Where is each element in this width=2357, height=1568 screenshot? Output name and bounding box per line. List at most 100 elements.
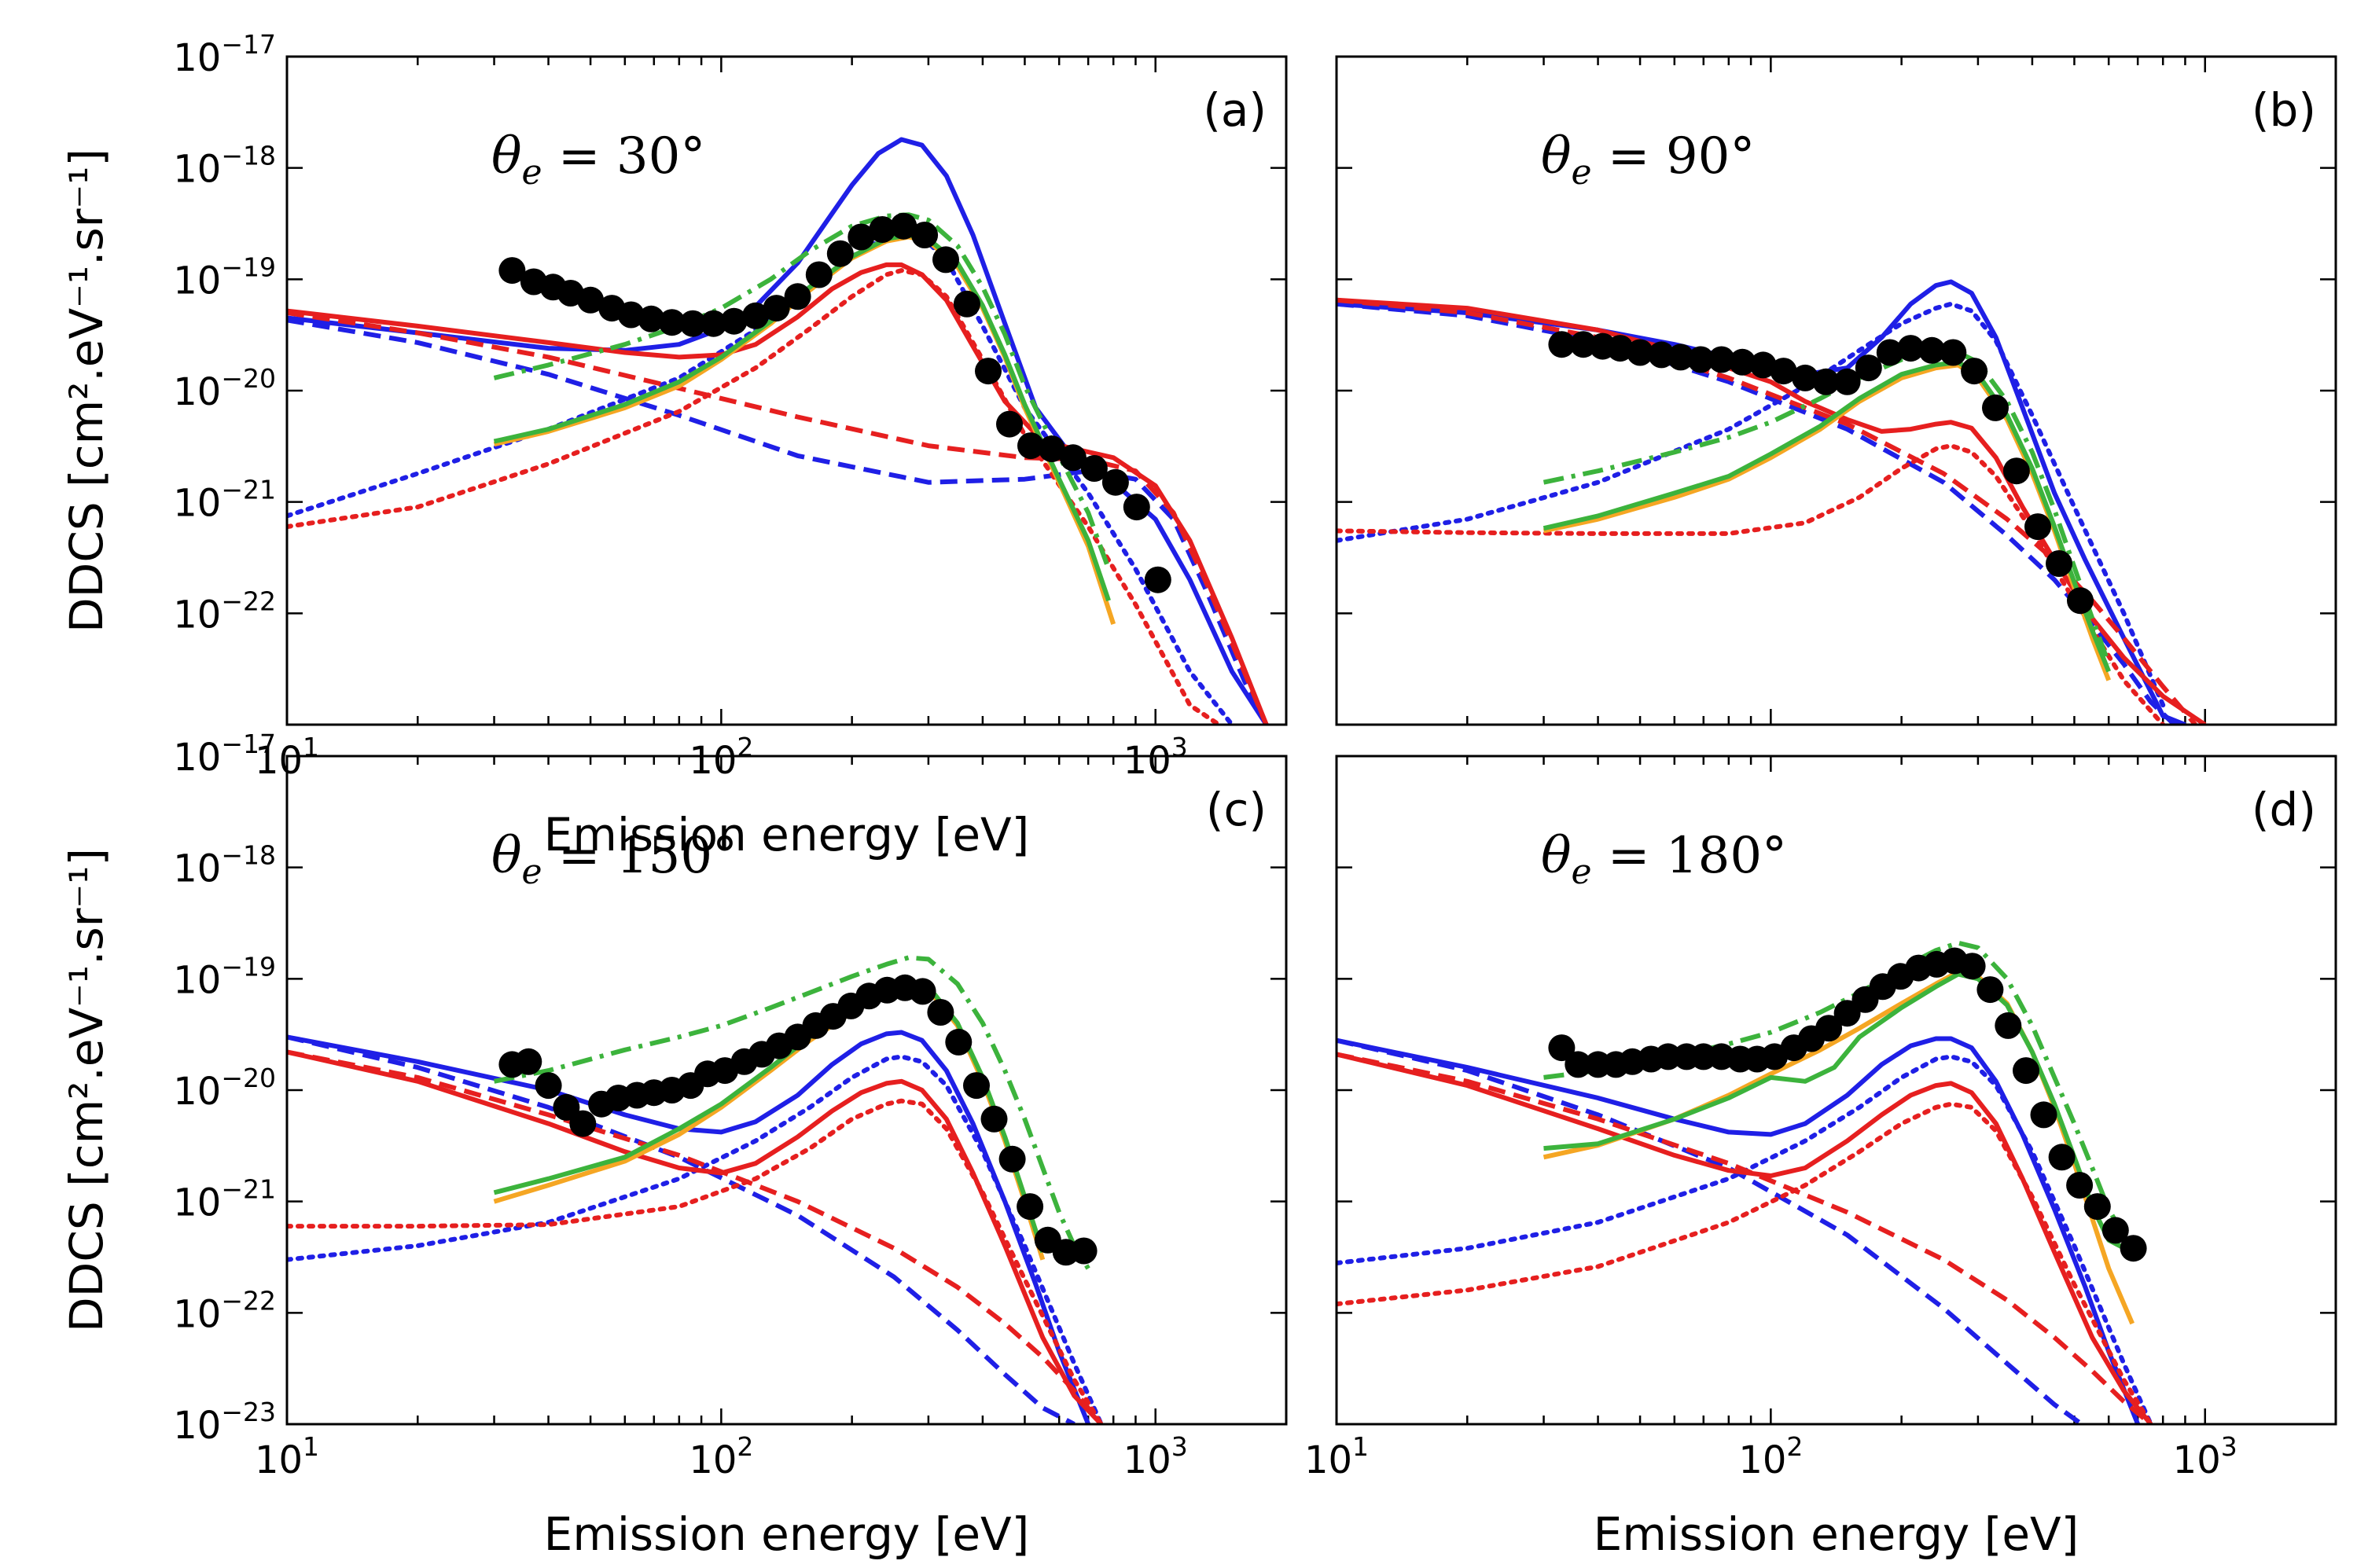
experiment-point (1708, 346, 1735, 373)
panel-d: 101 102 103 Emission energy [eV] (d) θe = 180… (1304, 755, 2337, 1561)
experiment-point (998, 1145, 1026, 1173)
series-red-dashed (287, 1049, 1104, 1424)
experiment-point (1940, 339, 1967, 366)
experiment-point (1548, 331, 1576, 358)
x-tick-label: 101 (255, 1431, 319, 1482)
plot-frame (1335, 55, 2337, 726)
experiment-point (2067, 587, 2094, 615)
series-blue-dashed (287, 1034, 1076, 1424)
experiment-point (1792, 364, 1819, 391)
experiment-point (2048, 1144, 2076, 1171)
experiment-point (1667, 343, 1694, 371)
experiment-point (763, 295, 790, 322)
panel-b: (b) θe = 90° (1335, 55, 2337, 726)
y-tick-label: 10−19 (173, 252, 276, 303)
series-red-solid (287, 262, 1269, 725)
experiment-point (826, 240, 854, 267)
series-red-dashed (1337, 1052, 2153, 1424)
experiment-point (658, 309, 686, 336)
experiment-point (1101, 468, 1129, 496)
experiment-point (869, 216, 896, 243)
experiment-points (1548, 947, 2147, 1262)
y-tick-label: 10−21 (173, 1174, 276, 1225)
experiment-point (1038, 435, 1065, 463)
experiment-point (1070, 1237, 1098, 1265)
x-tick-label: 101 (1304, 1431, 1369, 1482)
x-axis-title: Emission energy [eV] (544, 808, 1030, 861)
experiment-point (953, 290, 980, 318)
angle-annotation: θe = 180° (1541, 827, 1787, 892)
plot-frame (285, 55, 1288, 726)
y-axis-title: DDCS [cm².eV⁻¹.sr⁻¹] (60, 848, 113, 1332)
x-tick-label: 103 (1123, 732, 1188, 783)
experiment-point (2002, 457, 2030, 485)
x-tick-label: 102 (1738, 1431, 1803, 1482)
series-group (1337, 279, 2207, 725)
experiment-point (1982, 394, 2009, 421)
experiment-point (927, 999, 954, 1026)
experiment-point (1017, 432, 1044, 460)
experiment-point (700, 310, 727, 337)
experiment-point (1749, 351, 1777, 379)
y-tick-label: 10−17 (173, 729, 276, 780)
x-tick-label: 102 (689, 732, 753, 783)
experiment-point (1548, 1034, 1576, 1062)
angle-annotation: θe = 30° (491, 127, 705, 193)
experiment-point (577, 286, 605, 314)
experiment-point (848, 223, 875, 251)
panel-a: 101 102 103 10−17 10−18 10−19 10−20 10−21 10−22 E… (60, 29, 1288, 861)
experiment-point (638, 305, 665, 332)
experiment-point (1961, 358, 1988, 385)
experiment-point (980, 1105, 1008, 1133)
experiment-point (1565, 1051, 1592, 1078)
y-tick-label: 10−21 (173, 475, 276, 526)
experiment-point (1897, 335, 1925, 362)
panel-label: (a) (1203, 83, 1267, 137)
y-axis-title: DDCS [cm².eV⁻¹.sr⁻¹] (60, 149, 113, 633)
y-tick-label: 10−19 (173, 951, 276, 1002)
experiment-point (1995, 1012, 2022, 1039)
panel-c: 101 102 103 10−17 10−18 10−19 10−20 10−21 10−22 1… (60, 729, 1288, 1561)
experiment-point (679, 310, 707, 337)
experiment-point (975, 358, 1002, 385)
experiment-point (1855, 354, 1882, 382)
ticks (285, 55, 1288, 726)
series-red-dotted (1337, 1101, 2153, 1424)
series-blue-solid (1337, 279, 2186, 725)
experiment-point (1080, 455, 1108, 482)
series-red-dashed (287, 310, 1269, 725)
experiment-point (720, 307, 748, 335)
x-tick-label: 102 (689, 1431, 753, 1482)
experiment-point (553, 1093, 580, 1121)
experiment-point (805, 261, 833, 288)
experiment-point (1876, 339, 1903, 366)
experiment-point (932, 246, 959, 274)
x-axis-title: Emission energy [eV] (1594, 1507, 2079, 1561)
experiment-point (1815, 1015, 1843, 1042)
experiment-point (1918, 336, 1946, 364)
experiment-point (742, 302, 770, 329)
series-blue-dotted (287, 1054, 1104, 1424)
y-tick-label: 10−17 (173, 29, 276, 80)
y-tick-label: 10−18 (173, 141, 276, 192)
series-red-solid (1337, 1052, 2153, 1424)
experiment-point (1812, 368, 1840, 395)
experiment-point (1654, 1043, 1682, 1070)
angle-annotation: θe = 150° (491, 827, 737, 892)
panel-label: (b) (2252, 83, 2316, 137)
panel-label: (c) (1206, 783, 1267, 836)
plot-frame (1335, 755, 2337, 1426)
series-green-dashdot (493, 955, 1090, 1270)
experiment-point (945, 1028, 973, 1056)
y-tick-label: 10−22 (173, 586, 276, 637)
series-green-dashdot (1543, 940, 2140, 1254)
ticks (285, 755, 1288, 1426)
experiment-point (890, 212, 917, 240)
y-tick-label: 10−20 (173, 1063, 276, 1114)
y-tick-label: 10−18 (173, 840, 276, 891)
experiment-point (1627, 339, 1654, 366)
series-blue-solid (287, 137, 1269, 725)
experiment-point (2083, 1193, 2111, 1221)
y-tick-label: 10−20 (173, 363, 276, 414)
panel-label: (d) (2252, 783, 2316, 836)
